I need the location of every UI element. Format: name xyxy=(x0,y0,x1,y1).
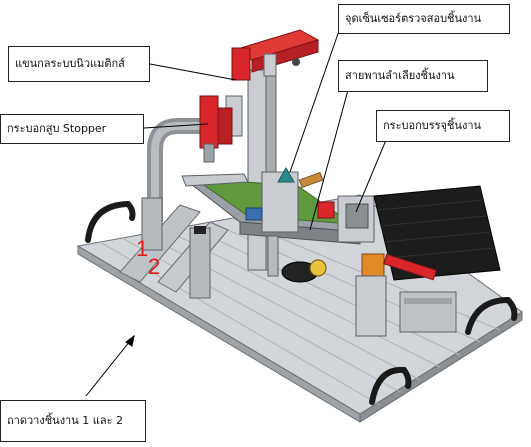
label-workpiece-tray: ถาดวางชิ้นงาน 1 และ 2 xyxy=(0,400,146,442)
marker-one: 1 xyxy=(136,236,149,261)
label-storage-cylinder: กระบอกบรรจุชิ้นงาน xyxy=(376,110,510,142)
label-stopper-cylinder: กระบอกสูบ Stopper xyxy=(0,114,144,144)
stopper-cylinder xyxy=(199,95,233,163)
right-assembly xyxy=(355,253,457,337)
red-workpiece xyxy=(317,201,335,219)
pneumatic-arm xyxy=(231,29,320,81)
workpiece-tray xyxy=(119,197,229,299)
label-pneumatic-arm: แขนกลระบบนิวแมติกส์ xyxy=(8,46,150,82)
leader-lines xyxy=(85,27,387,397)
marker-two: 2 xyxy=(148,254,161,279)
motor xyxy=(281,259,327,283)
label-sensor-point: จุดเซ็นเซอร์ตรวจสอบชิ้นงาน xyxy=(338,4,510,34)
sensor-point xyxy=(245,166,324,277)
label-conveyor-belt: สายพานลำเลียงชิ้นงาน xyxy=(338,60,488,92)
base-handles xyxy=(85,200,518,405)
storage-cylinder xyxy=(337,185,501,281)
